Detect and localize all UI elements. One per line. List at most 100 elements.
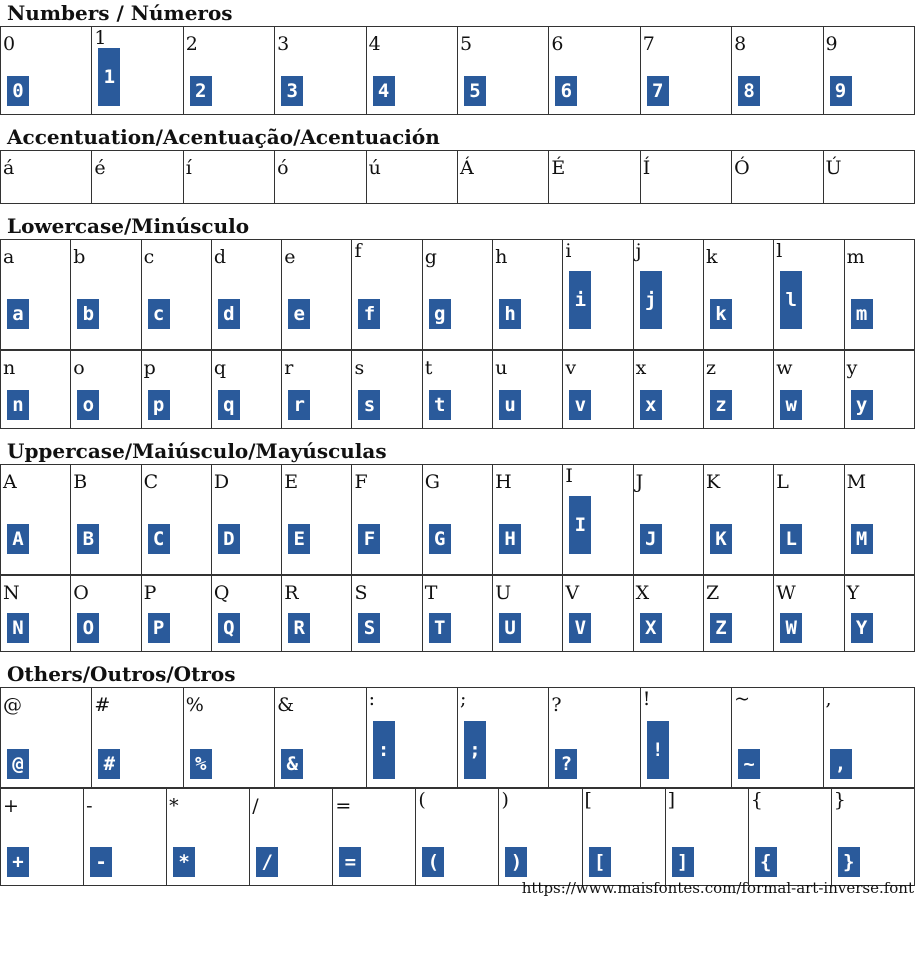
glyph-sample: N	[7, 613, 29, 643]
glyph-sample: [	[588, 847, 611, 877]
character-label: r	[284, 357, 294, 379]
glyph-sample: Y	[850, 613, 873, 643]
character-label: 5	[459, 33, 473, 55]
character-label: ]	[667, 789, 676, 811]
glyph-cell: !!	[639, 687, 733, 788]
character-label: L	[776, 471, 789, 493]
glyph-sample: 6	[555, 76, 578, 106]
glyph-sample: %	[189, 749, 212, 779]
specimen: Numbers / Números 0 0 1 1 2 2 3 3 4 4 5 5 6 6 7 7 8 8 9 9 Acc…	[0, 1, 916, 886]
character-label: V	[565, 582, 580, 604]
character-label: =	[335, 795, 352, 817]
glyph-sample: ;	[463, 721, 486, 779]
glyph-sample: h	[499, 299, 522, 329]
character-label: c	[143, 246, 155, 268]
character-label: f	[354, 240, 362, 262]
glyph-sample: a	[7, 299, 29, 329]
glyph-cell: Á	[456, 150, 550, 204]
character-label: í	[185, 157, 192, 179]
character-label: ,	[825, 688, 832, 710]
glyph-sample: c	[147, 299, 170, 329]
glyph-cell: = =	[332, 788, 417, 886]
character-label: Y	[846, 582, 860, 604]
glyph-sample: {	[754, 847, 777, 877]
glyph-sample: C	[147, 524, 170, 554]
character-label: S	[354, 582, 368, 604]
character-label: Á	[459, 157, 474, 179]
glyph-sample: @	[7, 749, 29, 779]
glyph-sample: m	[850, 299, 873, 329]
glyph-sample: e	[288, 299, 311, 329]
character-label: 1	[94, 27, 107, 49]
glyph-cell: ]]	[664, 788, 749, 886]
glyph-sample: T	[428, 613, 451, 643]
glyph-cell: Ó	[731, 150, 824, 204]
character-label: 6	[551, 33, 564, 55]
glyph-sample: V	[569, 613, 592, 643]
glyph-sample: ~	[738, 749, 761, 779]
glyph-cell: ó	[274, 150, 367, 204]
glyph-sample: i	[569, 271, 592, 329]
glyph-sample: P	[147, 613, 170, 643]
glyph-sample: *	[173, 847, 196, 877]
glyph-sample: z	[709, 390, 732, 420]
glyph-sample: !	[646, 721, 669, 779]
glyph-cell: í	[182, 150, 276, 204]
character-label: G	[424, 471, 440, 493]
glyph-sample: Q	[217, 613, 240, 643]
section-heading: Lowercase/Minúsculo	[7, 214, 250, 238]
glyph-sample: :	[372, 721, 395, 779]
character-label: ;	[459, 688, 467, 710]
glyph-sample: 8	[738, 76, 761, 106]
glyph-cell: & &	[274, 687, 367, 788]
glyph-sample: Z	[709, 613, 732, 643]
footer-url[interactable]: https://www.maisfontes.com/formal-art-in…	[521, 879, 914, 897]
character-label: -	[86, 795, 93, 817]
character-label: #	[94, 694, 111, 716]
character-label: x	[635, 357, 647, 379]
character-label: Z	[705, 582, 720, 604]
glyph-cell: ??	[548, 687, 641, 788]
character-label: é	[94, 157, 106, 179]
glyph-sample: ]	[671, 847, 694, 877]
glyph-sample: 9	[829, 76, 852, 106]
character-label: ú	[368, 157, 381, 179]
glyph-sample: E	[288, 524, 311, 554]
character-label: [	[584, 789, 592, 811]
character-label: B	[73, 471, 88, 493]
character-label: P	[143, 582, 157, 604]
character-label: 4	[368, 33, 381, 55]
character-label: o	[73, 357, 85, 379]
glyph-sample: t	[428, 390, 451, 420]
character-label: É	[551, 157, 566, 179]
glyph-sample: s	[358, 390, 381, 420]
glyph-sample: S	[358, 613, 381, 643]
character-label: 7	[642, 33, 655, 55]
glyph-sample: n	[7, 390, 29, 420]
character-label: &	[277, 694, 295, 716]
character-label: y	[846, 357, 858, 379]
